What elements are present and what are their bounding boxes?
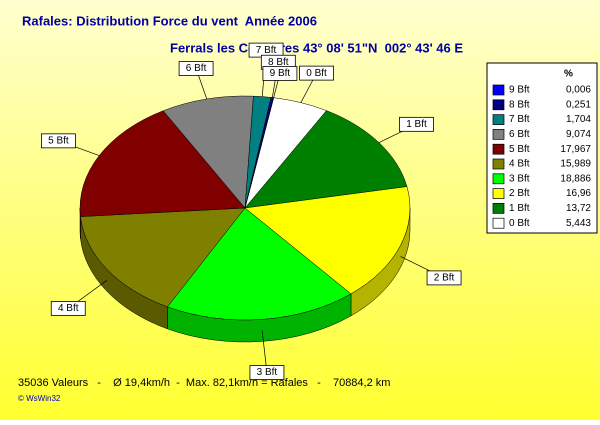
legend-value: 16,96: [566, 188, 591, 199]
legend-value: 9,074: [566, 129, 591, 140]
legend-label: 9 Bft: [509, 85, 530, 96]
copyright: © WsWin32: [18, 394, 61, 403]
legend-swatch: [493, 189, 504, 199]
legend-swatch: [493, 85, 504, 95]
legend-swatch: [493, 218, 504, 228]
legend-value: 18,886: [560, 173, 591, 184]
footer: 35036 Valeurs - Ø 19,4km/h - Max. 82,1km…: [18, 377, 390, 389]
legend-swatch: [493, 115, 504, 125]
legend-label: 5 Bft: [509, 144, 530, 155]
legend-swatch: [493, 144, 504, 154]
slice-label: 1 Bft: [406, 119, 427, 130]
slice-label: 2 Bft: [434, 273, 455, 284]
legend-value: 5,443: [566, 218, 591, 229]
legend-label: 0 Bft: [509, 218, 530, 229]
legend-label: 3 Bft: [509, 173, 530, 184]
legend-label: 4 Bft: [509, 159, 530, 170]
legend-header: %: [564, 69, 573, 80]
slice-label: 5 Bft: [48, 135, 69, 146]
legend-value: 13,72: [566, 203, 591, 214]
legend-swatch: [493, 129, 504, 139]
legend-label: 6 Bft: [509, 129, 530, 140]
slice-label: 7 Bft: [256, 45, 277, 56]
legend-swatch: [493, 174, 504, 184]
chart-title: Rafales: Distribution Force du vent Anné…: [22, 13, 317, 28]
legend-label: 1 Bft: [509, 203, 530, 214]
slice-label: 3 Bft: [257, 367, 278, 378]
legend-label: 7 Bft: [509, 114, 530, 125]
legend-value: 0,006: [566, 85, 591, 96]
slice-label: 9 Bft: [270, 68, 291, 79]
chart-subtitle: Ferrals les Corbières 43° 08' 51"N 002° …: [170, 40, 463, 55]
slice-label: 6 Bft: [186, 63, 207, 74]
legend-swatch: [493, 203, 504, 213]
legend-value: 1,704: [566, 114, 591, 125]
legend-value: 17,967: [560, 144, 591, 155]
legend-swatch: [493, 100, 504, 110]
legend-label: 2 Bft: [509, 188, 530, 199]
legend-value: 15,989: [560, 159, 591, 170]
legend-value: 0,251: [566, 99, 591, 110]
legend-label: 8 Bft: [509, 99, 530, 110]
slice-label: 4 Bft: [58, 303, 79, 314]
legend-swatch: [493, 159, 504, 169]
slice-label: 0 Bft: [306, 68, 327, 79]
